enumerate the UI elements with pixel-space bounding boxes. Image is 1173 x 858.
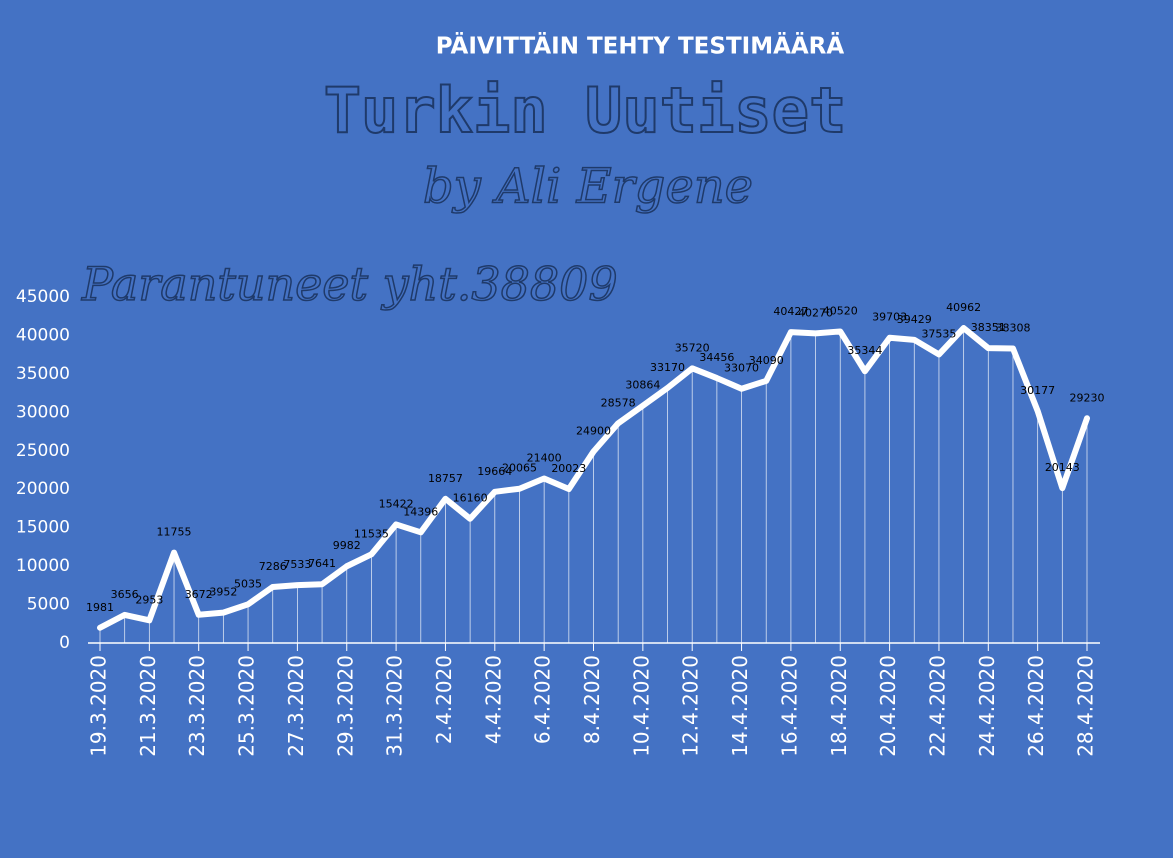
x-tick-label: 26.4.2020 xyxy=(1024,655,1048,757)
x-tick-label: 12.4.2020 xyxy=(679,655,703,757)
x-tick-label: 18.4.2020 xyxy=(827,655,851,757)
data-label: 28578 xyxy=(601,396,636,409)
data-label: 24900 xyxy=(576,425,611,438)
watermark: Turkin Uutiset xyxy=(324,74,847,147)
chart-title: PÄIVITTÄIN TEHTY TESTIMÄÄRÄ xyxy=(436,32,845,60)
data-line xyxy=(97,325,1090,631)
data-label: 7286 xyxy=(259,560,287,573)
x-tick-label: 28.4.2020 xyxy=(1074,655,1098,757)
data-label: 7533 xyxy=(283,558,311,571)
data-label: 20065 xyxy=(502,462,537,475)
data-label: 3952 xyxy=(209,586,237,599)
x-tick-label: 29.3.2020 xyxy=(333,655,357,757)
x-tick-label: 16.4.2020 xyxy=(777,655,801,757)
data-label: 19664 xyxy=(477,465,512,478)
y-tick-label: 25000 xyxy=(16,441,70,461)
watermark: Parantuneet yht.38809 xyxy=(81,257,618,311)
data-label: 37535 xyxy=(921,327,956,340)
data-label: 40427 xyxy=(773,305,808,318)
x-tick-label: 6.4.2020 xyxy=(531,655,555,744)
data-label: 20023 xyxy=(551,462,586,475)
y-tick-label: 15000 xyxy=(16,518,70,538)
data-label: 3656 xyxy=(111,588,139,601)
x-tick-label: 2.4.2020 xyxy=(432,655,456,744)
data-label: 35344 xyxy=(847,344,882,357)
y-tick-label: 0 xyxy=(59,633,70,653)
data-label: 15422 xyxy=(379,497,414,510)
data-label: 14396 xyxy=(403,505,438,518)
data-label: 30177 xyxy=(1020,384,1055,397)
data-label: 34090 xyxy=(749,354,784,367)
data-label: 7641 xyxy=(308,557,336,570)
x-tick-label: 24.4.2020 xyxy=(975,655,999,757)
data-label: 38308 xyxy=(995,321,1030,334)
data-label: 33170 xyxy=(650,361,685,374)
x-tick-label: 21.3.2020 xyxy=(136,655,160,757)
data-label: 11535 xyxy=(354,527,389,540)
data-label: 1981 xyxy=(86,601,114,614)
x-tick-label: 10.4.2020 xyxy=(629,655,653,757)
x-tick-label: 4.4.2020 xyxy=(481,655,505,744)
data-label: 16160 xyxy=(453,492,488,505)
x-tick-label: 22.4.2020 xyxy=(925,655,949,757)
x-tick-label: 14.4.2020 xyxy=(728,655,752,757)
data-label: 9982 xyxy=(333,539,361,552)
data-label: 11755 xyxy=(157,526,192,539)
data-label: 35720 xyxy=(675,341,710,354)
data-label: 40520 xyxy=(823,304,858,317)
data-label: 34456 xyxy=(699,351,734,364)
y-tick-label: 35000 xyxy=(16,364,70,384)
data-label: 40270 xyxy=(798,306,833,319)
x-tick-label: 25.3.2020 xyxy=(235,655,259,757)
y-tick-label: 40000 xyxy=(16,325,70,345)
x-tick-label: 23.3.2020 xyxy=(185,655,209,757)
x-tick-label: 31.3.2020 xyxy=(383,655,407,757)
data-label: 5035 xyxy=(234,577,262,590)
data-label: 33070 xyxy=(724,362,759,375)
data-label: 40962 xyxy=(946,301,981,314)
x-tick-label: 27.3.2020 xyxy=(284,655,308,757)
data-label: 21400 xyxy=(527,451,562,464)
data-label: 2953 xyxy=(135,593,163,606)
data-label: 29230 xyxy=(1070,391,1105,404)
data-label: 30864 xyxy=(625,379,660,392)
data-label: 39703 xyxy=(872,311,907,324)
data-label: 3672 xyxy=(185,588,213,601)
data-label: 18757 xyxy=(428,472,463,485)
y-tick-label: 20000 xyxy=(16,479,70,499)
x-tick-label: 8.4.2020 xyxy=(580,655,604,744)
watermark: by Ali Ergene xyxy=(423,159,753,215)
y-tick-label: 10000 xyxy=(16,556,70,576)
data-label: 20143 xyxy=(1045,461,1080,474)
data-label: 39429 xyxy=(897,313,932,326)
y-tick-label: 30000 xyxy=(16,402,70,422)
x-tick-label: 20.4.2020 xyxy=(876,655,900,757)
y-tick-label: 45000 xyxy=(16,287,70,307)
x-tick-label: 19.3.2020 xyxy=(87,655,111,757)
y-tick-label: 5000 xyxy=(27,595,70,615)
data-label: 38351 xyxy=(971,321,1006,334)
